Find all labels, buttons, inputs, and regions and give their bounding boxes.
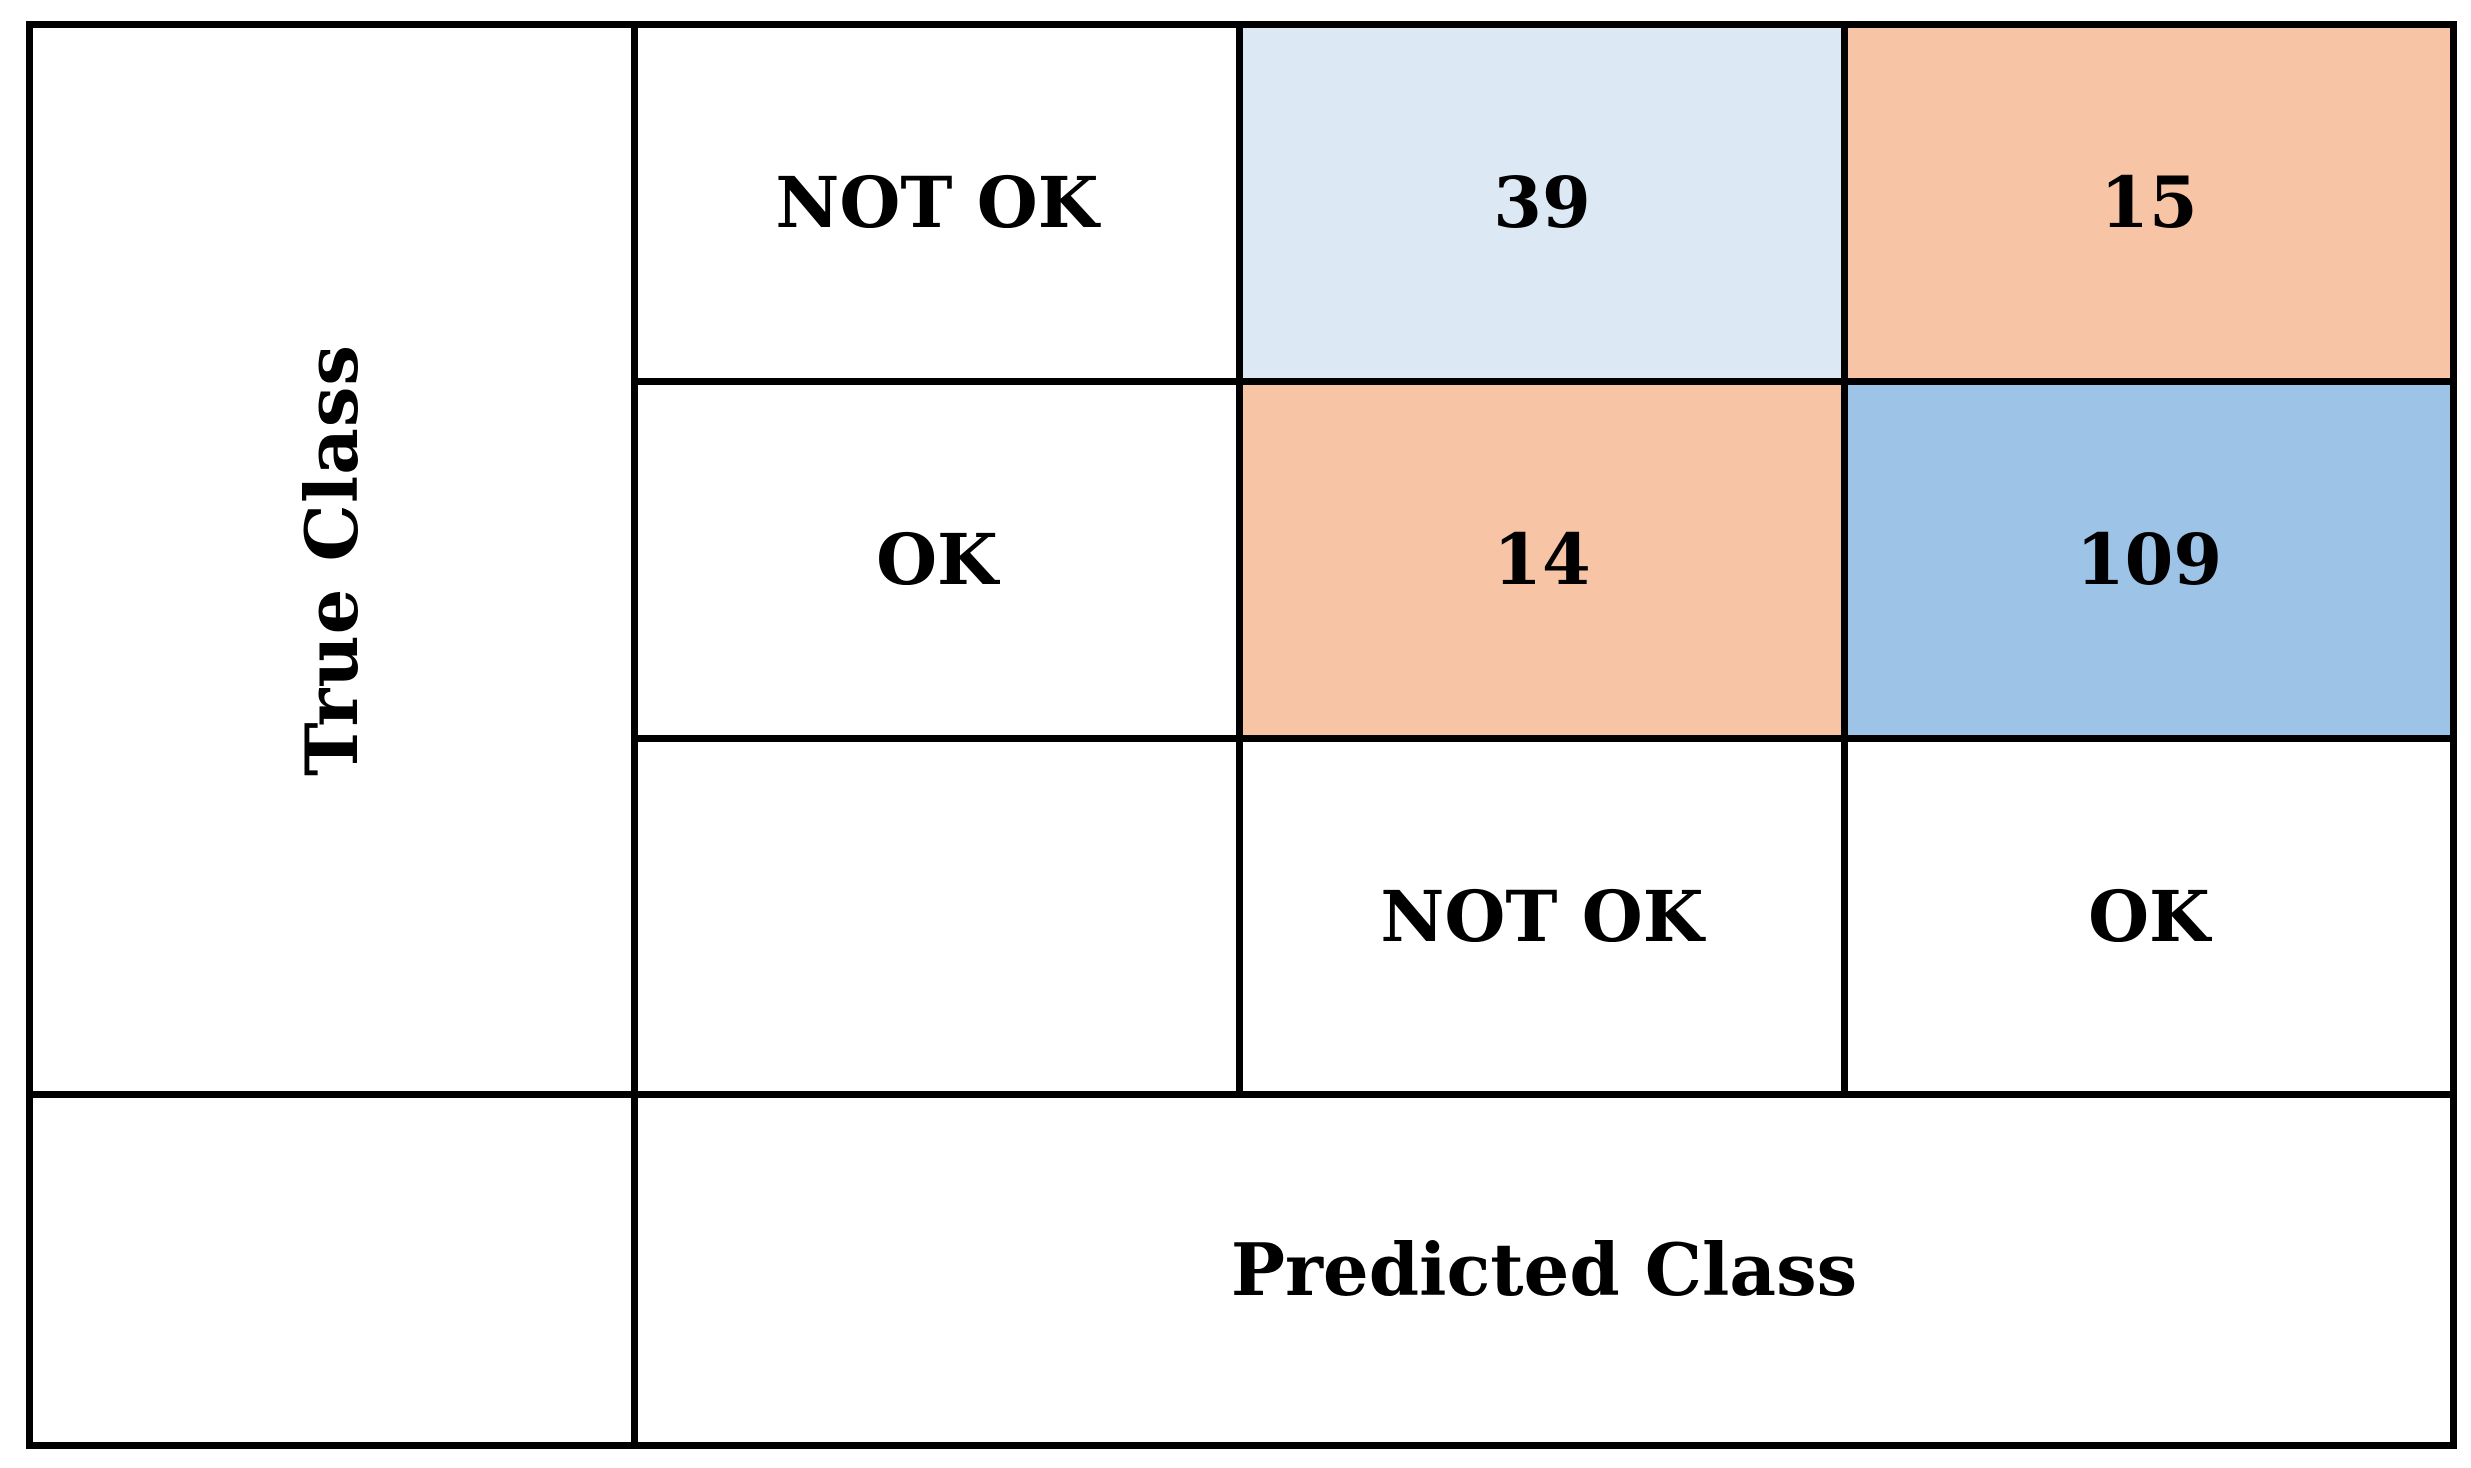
cell-true-ok-pred-notok: 14 [1236, 378, 1841, 735]
confusion-matrix: True Class NOT OK 39 15 OK 14 109 NOT OK… [26, 21, 2457, 1449]
column-label-not-ok: NOT OK [1236, 735, 1841, 1091]
column-label-ok: OK [1841, 735, 2450, 1091]
x-axis-label: Predicted Class [631, 1091, 2450, 1442]
empty-bottom-left-cell [26, 1091, 631, 1442]
cell-true-notok-pred-ok: 15 [1841, 21, 2450, 378]
row-label-ok: OK [631, 378, 1236, 735]
empty-corner-cell [631, 735, 1236, 1091]
row-label-not-ok: NOT OK [631, 21, 1236, 378]
cell-true-notok-pred-notok: 39 [1236, 21, 1841, 378]
y-axis-label-cell: True Class [26, 21, 631, 1091]
cell-true-ok-pred-ok: 109 [1841, 378, 2450, 735]
y-axis-label: True Class [289, 343, 374, 776]
